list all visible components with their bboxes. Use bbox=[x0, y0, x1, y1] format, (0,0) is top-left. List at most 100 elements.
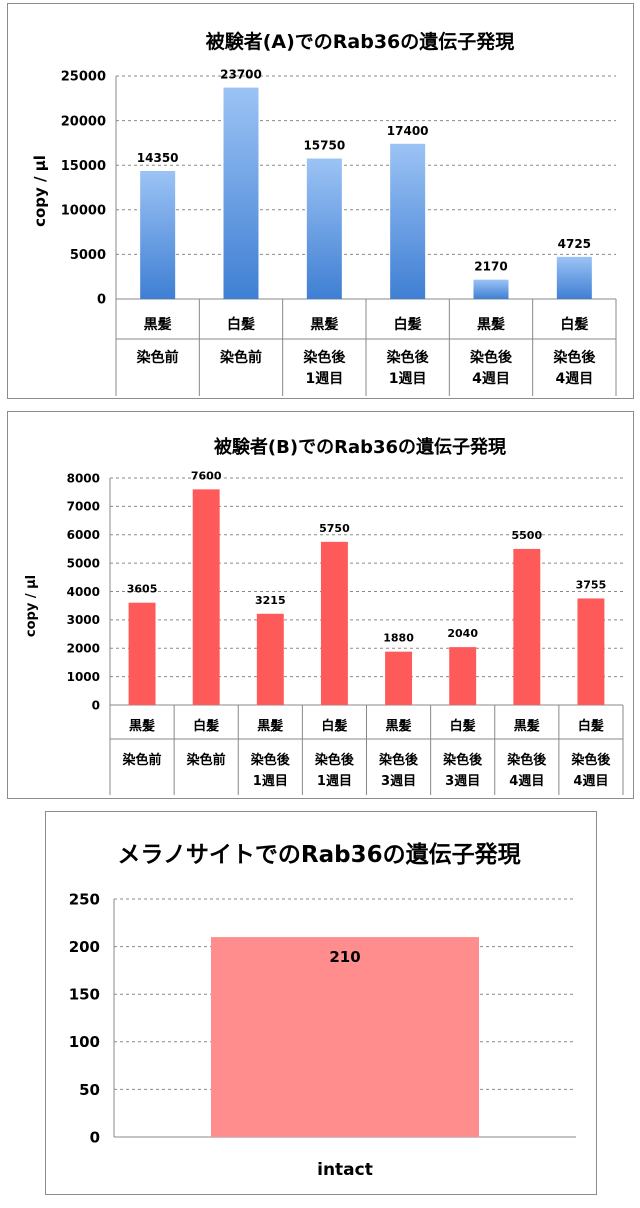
y-tick-label: 2000 bbox=[67, 642, 100, 656]
category-label: 4週目 bbox=[555, 371, 593, 387]
chart-b-ylabel: copy / μl bbox=[24, 575, 39, 637]
category-label: 4週目 bbox=[509, 774, 544, 789]
bar bbox=[211, 937, 479, 1137]
category-label: 黒髪 bbox=[144, 316, 172, 333]
bar bbox=[306, 158, 342, 299]
category-label: 染色後 bbox=[303, 349, 346, 366]
data-label: 2170 bbox=[474, 260, 507, 274]
category-label: 白髪 bbox=[578, 718, 604, 734]
bar bbox=[385, 651, 413, 705]
category-label: 染色後 bbox=[378, 752, 419, 768]
bar bbox=[473, 279, 509, 299]
data-label: 3605 bbox=[127, 583, 158, 596]
y-tick-label: 3000 bbox=[67, 613, 100, 627]
category-label: 白髪 bbox=[321, 718, 347, 734]
data-label: 2040 bbox=[447, 627, 478, 640]
data-label: 210 bbox=[329, 948, 360, 966]
y-tick-label: 100 bbox=[69, 1033, 100, 1051]
category-label: 1週目 bbox=[317, 774, 352, 789]
category-label: 白髪 bbox=[560, 316, 588, 333]
category-label: 白髪 bbox=[227, 316, 255, 333]
y-tick-label: 0 bbox=[97, 293, 106, 308]
y-tick-label: 1000 bbox=[67, 670, 100, 684]
y-tick-label: 25000 bbox=[61, 70, 106, 85]
bar bbox=[128, 602, 156, 705]
category-label: 白髪 bbox=[193, 718, 219, 734]
category-label: 黒髪 bbox=[514, 718, 540, 734]
data-label: 5500 bbox=[512, 529, 543, 542]
category-label: 染色後 bbox=[442, 752, 483, 768]
category-label: 4週目 bbox=[573, 774, 608, 789]
y-tick-label: 0 bbox=[90, 1128, 100, 1146]
category-label: 白髪 bbox=[450, 718, 476, 734]
category-label: 染色前 bbox=[122, 752, 162, 768]
category-label: 染色後 bbox=[387, 349, 430, 366]
data-label: 4725 bbox=[558, 237, 591, 251]
category-label: 染色前 bbox=[186, 752, 226, 768]
chart-c-svg: メラノサイトでのRab36の遺伝子発現 0 50 100 150 200 250 210 in… bbox=[69, 842, 576, 1180]
data-label: 3215 bbox=[255, 594, 286, 607]
category-label: 黒髪 bbox=[310, 316, 338, 333]
bar bbox=[140, 170, 176, 299]
chart-a-title: 被験者(A)でのRab36の遺伝子発現 bbox=[206, 30, 515, 53]
bar bbox=[223, 87, 259, 299]
bar bbox=[192, 489, 220, 705]
category-label: 3週目 bbox=[445, 774, 480, 789]
chart-a-panel: 被験者(A)でのRab36の遺伝子発現 copy / μl 0 5000 10000… bbox=[7, 3, 634, 399]
y-tick-label: 150 bbox=[69, 986, 100, 1004]
category-label: 黒髪 bbox=[386, 718, 412, 734]
category-label: 黒髪 bbox=[257, 718, 283, 734]
y-tick-label: 4000 bbox=[67, 585, 100, 599]
data-label: 17400 bbox=[387, 124, 429, 138]
category-label: 染色後 bbox=[570, 752, 611, 768]
category-label: 染色後 bbox=[250, 752, 291, 768]
y-tick-label: 10000 bbox=[61, 203, 106, 218]
bar bbox=[256, 613, 284, 705]
bar bbox=[320, 541, 348, 705]
chart-b-svg: 被験者(B)でのRab36の遺伝子発現 copy / μl 0 1000 2000 3… bbox=[24, 436, 624, 795]
y-tick-label: 0 bbox=[92, 698, 100, 712]
bar bbox=[556, 256, 592, 299]
category-label: intact bbox=[317, 1160, 373, 1180]
category-label: 1週目 bbox=[305, 371, 343, 387]
category-label: 4週目 bbox=[472, 371, 510, 387]
y-tick-label: 5000 bbox=[70, 248, 106, 263]
category-label: 染色後 bbox=[506, 752, 547, 768]
y-tick-label: 15000 bbox=[61, 159, 106, 174]
data-label: 23700 bbox=[220, 68, 262, 82]
bar bbox=[513, 548, 541, 705]
category-label: 染色後 bbox=[470, 349, 513, 366]
category-label: 染色前 bbox=[220, 349, 262, 366]
chart-c-title: メラノサイトでのRab36の遺伝子発現 bbox=[117, 842, 520, 868]
chart-a-ylabel: copy / μl bbox=[31, 155, 49, 227]
y-tick-label: 5000 bbox=[67, 556, 100, 570]
data-label: 3755 bbox=[576, 578, 607, 591]
category-label: 黒髪 bbox=[477, 316, 505, 333]
y-tick-label: 7000 bbox=[67, 500, 100, 514]
data-label: 15750 bbox=[303, 139, 345, 153]
category-label: 白髪 bbox=[394, 316, 422, 333]
category-label: 染色後 bbox=[314, 752, 355, 768]
bar bbox=[577, 598, 605, 705]
category-label: 1週目 bbox=[389, 371, 427, 387]
chart-b-panel: 被験者(B)でのRab36の遺伝子発現 copy / μl 0 1000 2000 3… bbox=[7, 411, 634, 799]
data-label: 5750 bbox=[319, 522, 350, 535]
y-tick-label: 200 bbox=[69, 938, 100, 956]
chart-b-title: 被験者(B)でのRab36の遺伝子発現 bbox=[214, 436, 506, 458]
y-tick-label: 20000 bbox=[61, 114, 106, 129]
data-label: 1880 bbox=[383, 632, 414, 645]
data-label: 7600 bbox=[191, 469, 222, 482]
category-label: 染色後 bbox=[553, 349, 596, 366]
y-tick-label: 50 bbox=[79, 1081, 100, 1099]
chart-a-svg: 被験者(A)でのRab36の遺伝子発現 copy / μl 0 5000 10000… bbox=[31, 30, 617, 396]
category-label: 染色前 bbox=[137, 349, 179, 366]
y-tick-label: 6000 bbox=[67, 528, 100, 542]
data-label: 14350 bbox=[137, 151, 179, 165]
category-label: 1週目 bbox=[253, 774, 288, 789]
y-tick-label: 8000 bbox=[67, 471, 100, 485]
category-label: 黒髪 bbox=[129, 718, 155, 734]
y-tick-label: 250 bbox=[69, 890, 100, 908]
bar bbox=[449, 647, 477, 705]
chart-c-panel: メラノサイトでのRab36の遺伝子発現 0 50 100 150 200 250 210 in… bbox=[45, 811, 597, 1195]
category-label: 3週目 bbox=[381, 774, 416, 789]
